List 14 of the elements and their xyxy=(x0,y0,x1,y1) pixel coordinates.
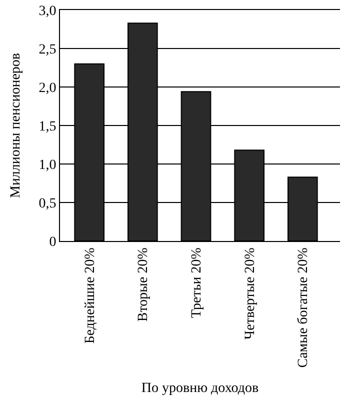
y-axis-title: Миллионы пенсионеров xyxy=(8,52,24,198)
x-tick-label: Четвертые 20% xyxy=(242,247,258,340)
y-tick-label: 3,0 xyxy=(38,4,56,19)
y-tick-label: 1,5 xyxy=(38,119,56,134)
y-tick-label: 0,5 xyxy=(38,196,56,212)
y-tick-label: 2,5 xyxy=(38,42,56,58)
x-tick-label: Беднейшие 20% xyxy=(82,247,98,344)
x-axis-title: По уровню доходов xyxy=(141,381,260,396)
y-tick-label: 0 xyxy=(49,234,56,250)
x-tick-label: Вторые 20% xyxy=(136,247,152,322)
x-tick-label: Самые богатые 20% xyxy=(296,247,312,368)
y-tick-label: 2,0 xyxy=(38,80,56,96)
x-tick-label: Третьи 20% xyxy=(190,247,205,318)
y-tick-label: 1,0 xyxy=(38,158,56,173)
